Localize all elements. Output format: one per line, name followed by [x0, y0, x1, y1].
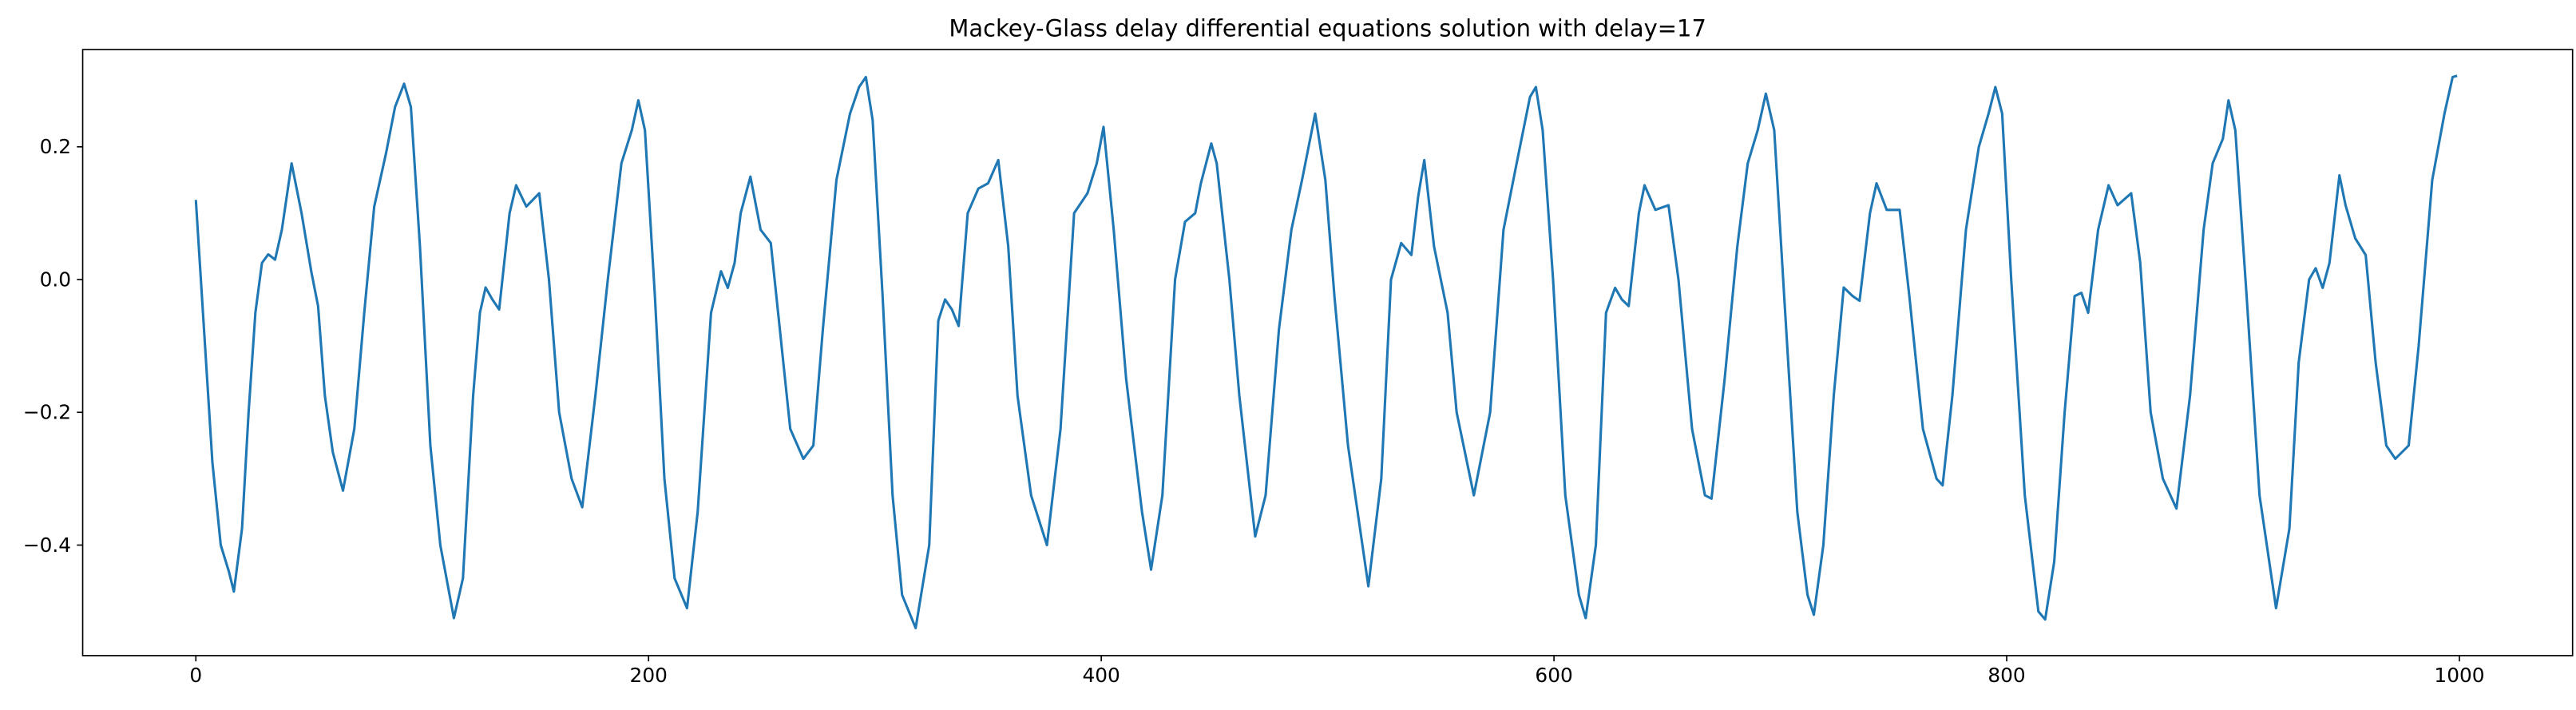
x-tick-label: 1000	[2434, 664, 2484, 687]
chart-title: Mackey-Glass delay differential equation…	[949, 14, 1706, 42]
x-tick-label: 400	[1082, 664, 1120, 687]
y-tick-label: −0.2	[23, 401, 71, 424]
y-tick-label: −0.4	[23, 533, 71, 557]
line	[194, 74, 2458, 629]
x-tick-label: 0	[189, 664, 202, 687]
x-tick-label: 800	[1987, 664, 2025, 687]
x-tick-label: 200	[630, 664, 668, 687]
x-tick-label: 600	[1535, 664, 1572, 687]
y-tick-label: 0.0	[40, 268, 71, 291]
axes-frame	[81, 49, 2574, 656]
y-tick-label: 0.2	[40, 135, 71, 158]
